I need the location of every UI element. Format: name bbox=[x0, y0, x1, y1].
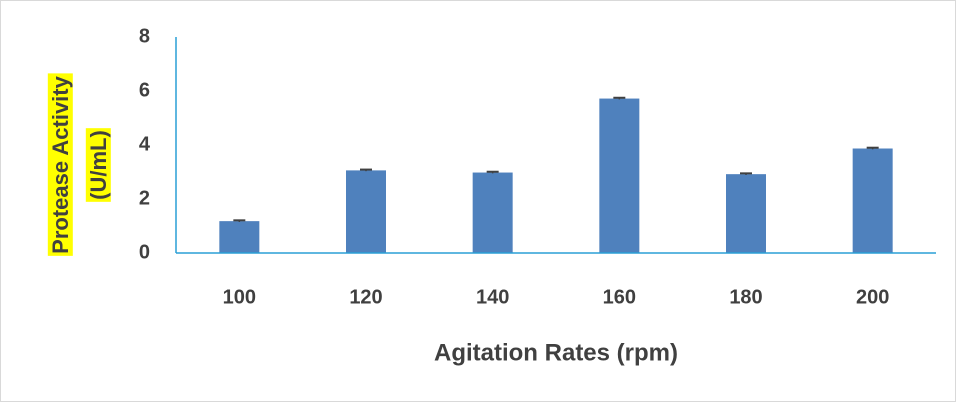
bar bbox=[726, 174, 766, 253]
x-tick-label: 200 bbox=[856, 286, 889, 308]
y-tick-label: 4 bbox=[139, 133, 151, 155]
x-tick-label: 120 bbox=[349, 286, 382, 308]
label-highlight bbox=[85, 128, 111, 202]
x-tick-label: 100 bbox=[223, 286, 256, 308]
bar bbox=[219, 221, 260, 253]
y-axis-label: (U/mL) bbox=[86, 130, 111, 200]
y-tick-label: 0 bbox=[139, 241, 150, 263]
y-tick-label: 8 bbox=[139, 25, 150, 47]
x-tick-label: 140 bbox=[476, 286, 509, 308]
x-tick-label: 180 bbox=[729, 286, 762, 308]
y-axis-label-line: Protease Activity bbox=[47, 73, 73, 256]
y-axis-label-line: (U/mL) bbox=[85, 128, 111, 202]
x-axis-label: Agitation Rates (rpm) bbox=[434, 339, 678, 366]
bar bbox=[599, 98, 640, 253]
label-highlight bbox=[47, 73, 73, 256]
bar bbox=[472, 172, 513, 253]
y-axis-label: Protease Activity bbox=[48, 75, 73, 253]
x-tick-label: 160 bbox=[603, 286, 636, 308]
bar bbox=[852, 148, 893, 253]
y-tick-label: 2 bbox=[139, 187, 150, 209]
bar bbox=[346, 170, 386, 253]
y-tick-label: 6 bbox=[139, 79, 150, 101]
